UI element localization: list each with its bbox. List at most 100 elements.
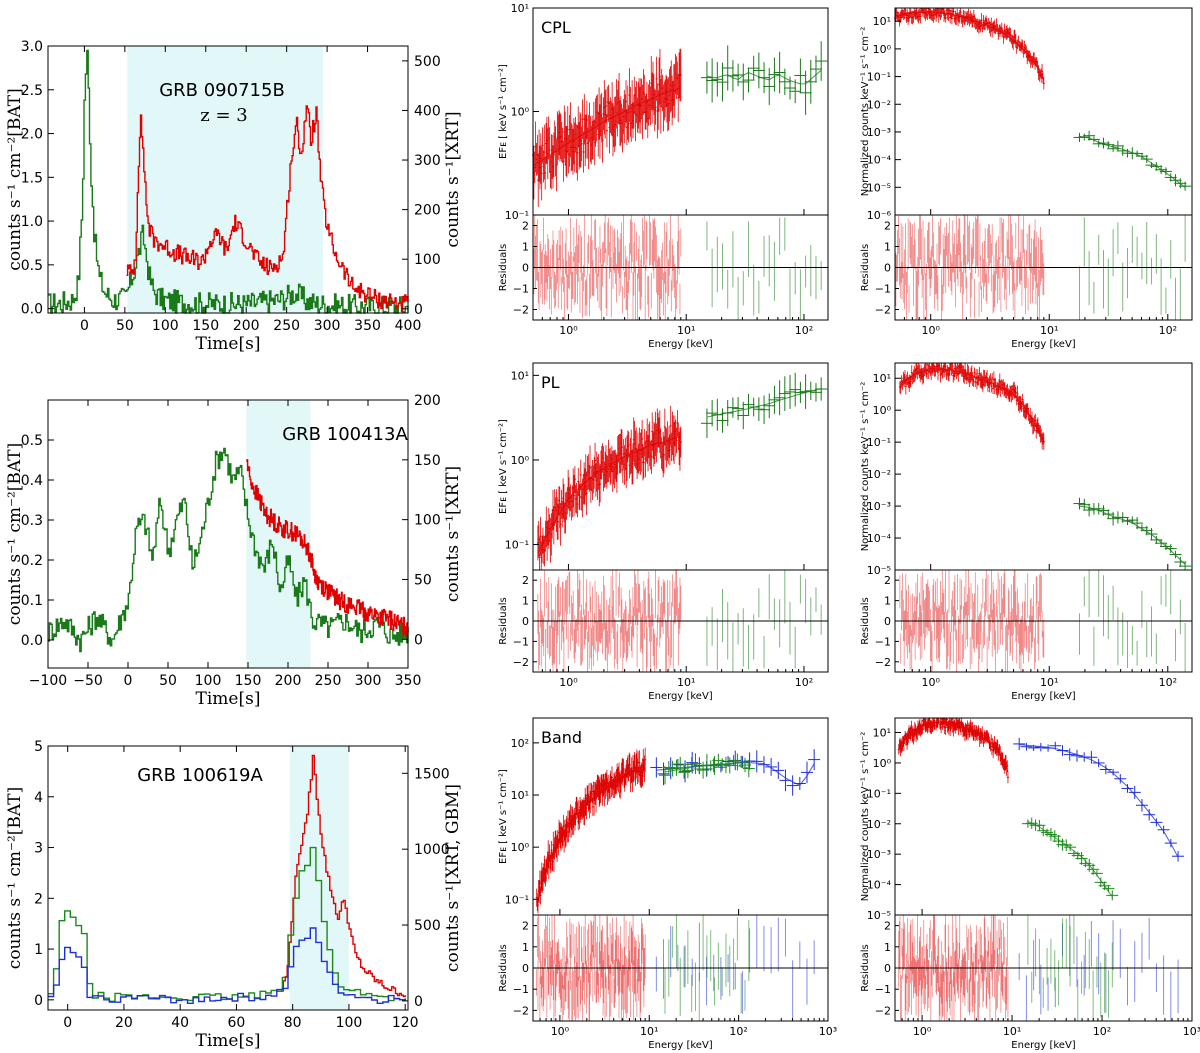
model-line (706, 388, 822, 418)
y-tick-label: 10⁻² (867, 468, 891, 481)
residual-tick-label: 1 (884, 241, 891, 254)
x-axis-label: Energy [keV] (648, 1040, 713, 1051)
residual-tick-label: −1 (513, 283, 529, 296)
residual-tick-label: 2 (884, 920, 891, 933)
y-tick-label-left: 0.0 (21, 302, 43, 318)
x-tick-label: 120 (392, 1015, 419, 1031)
y-tick-label-right: 50 (414, 572, 432, 588)
residual-tick-label: 0 (884, 615, 891, 628)
x-tick-label: 250 (273, 318, 300, 334)
y-tick-label-left: 0.3 (21, 513, 43, 529)
x-tick-label: 100 (336, 1015, 363, 1031)
residual-tick-label: −1 (875, 983, 891, 996)
series-bat (700, 41, 828, 320)
x-tick-label: 10¹ (1003, 1025, 1021, 1038)
y-tick-label-left: 3.0 (21, 39, 43, 55)
x-tick-label: 300 (314, 318, 341, 334)
y-tick-label-left: 1 (34, 942, 43, 958)
series-xrt (897, 717, 1009, 1021)
x-tick-label: 150 (192, 318, 219, 334)
x-tick-label: 10² (729, 1025, 747, 1038)
y-axis-label-right: counts s⁻¹[XRT, GBM] (443, 784, 463, 972)
residual-tick-label: −2 (513, 656, 529, 669)
y-tick-label: 10⁻⁴ (867, 154, 892, 167)
y-tick-label-right: 500 (414, 918, 441, 934)
spectrum-pl-counts: 10⁰ 10¹ 10² 10⁻⁵ 10⁻⁴ 10⁻³ 10⁻² 10⁻¹ 10⁰ 10¹ 2 1 0 −1… (860, 362, 1193, 702)
grb-name-label: GRB 100619A (137, 765, 263, 786)
x-tick-label: 10⁰ (559, 676, 578, 689)
x-tick-label: 0 (63, 1015, 72, 1031)
y-axis-label-left: counts s⁻¹ cm⁻²[BAT] (5, 443, 25, 625)
lightcurve-grb-090715b: 0 50 100 150 200 250 300 350 400 0.0 0.5 1.0 1.5 2.0 2… (5, 39, 463, 354)
residual-tick-label: −1 (513, 983, 529, 996)
y-tick-label: 10⁻⁵ (867, 564, 891, 577)
residual-tick-label: −1 (513, 635, 529, 648)
x-axis-label: Energy [keV] (648, 691, 713, 702)
y-tick-label: 10⁻² (867, 98, 891, 111)
series-bat (48, 927, 406, 1004)
y-tick-label-right: 0 (414, 994, 423, 1010)
y-tick-label-left: 0.2 (21, 553, 43, 569)
x-tick-label: 80 (284, 1015, 302, 1031)
x-tick-label: 10¹ (640, 1025, 658, 1038)
y-tick-label-left: 4 (34, 790, 43, 806)
x-tick-label: 250 (315, 673, 342, 689)
series-bat (700, 372, 828, 672)
y-tick-label: 10² (511, 737, 529, 750)
y-axis-label-left: counts s⁻¹ cm⁻²[BAT] (5, 88, 25, 270)
y-tick-label-right: 200 (414, 203, 441, 219)
x-tick-label: 150 (235, 673, 262, 689)
y-axis-label: EFᴇ [ keV s⁻¹ cm⁻²] (498, 64, 509, 159)
y-tick-label: 10⁻³ (867, 500, 891, 513)
model-line (537, 435, 681, 553)
y-tick-label-right: 1500 (414, 766, 450, 782)
y-tick-label: 10¹ (511, 2, 529, 15)
residual-axis-label: Residuals (860, 597, 871, 644)
series-gbm (48, 846, 406, 1002)
y-tick-label-left: 2.5 (21, 83, 43, 99)
x-tick-label: 10² (1159, 324, 1177, 337)
residual-tick-label: 0 (522, 615, 529, 628)
spectrum-band-counts: 10⁰ 10¹ 10² 10³ 10⁻⁵ 10⁻⁴ 10⁻³ 10⁻² 10⁻¹ 10⁰ 10¹ 2 1… (860, 717, 1200, 1051)
y-tick-label-right: 300 (414, 153, 441, 169)
y-tick-label: 10⁻⁶ (867, 209, 892, 222)
y-tick-label: 10⁻¹ (867, 787, 891, 800)
x-axis-label: Time[s] (196, 334, 261, 354)
y-tick-label-right: 1000 (414, 842, 450, 858)
series-bat (1021, 817, 1119, 1021)
x-tick-label: 50 (116, 318, 134, 334)
y-tick-label: 10⁰ (511, 841, 530, 854)
residual-tick-label: 2 (884, 220, 891, 233)
y-tick-label-left: 3 (34, 841, 43, 857)
model-line (898, 721, 1009, 773)
y-axis-label-right: counts s⁻¹[XRT] (443, 111, 463, 247)
plot-frame (47, 399, 409, 669)
residual-tick-label: 0 (884, 262, 891, 275)
residual-axis-label: Residuals (498, 944, 509, 991)
x-tick-label: 200 (233, 318, 260, 334)
residual-tick-label: 2 (522, 574, 529, 587)
x-tick-label: 0 (80, 318, 89, 334)
residual-axis-label: Residuals (498, 597, 509, 644)
series-xrt (532, 48, 682, 320)
residual-axis-label: Residuals (498, 244, 509, 291)
spectrum-band-efe: 10⁰ 10¹ 10² 10³ 10⁻¹ 10⁰ 10¹ 10² 2 1 0 −1 −2 Energy [… (498, 717, 837, 1051)
x-tick-label: 10⁰ (559, 324, 578, 337)
y-tick-label: 10⁻⁵ (867, 181, 891, 194)
model-label: PL (541, 373, 560, 392)
series-xrt (898, 363, 1045, 672)
x-tick-label: 50 (159, 673, 177, 689)
spectrum-frame (894, 362, 1193, 571)
x-tick-label: 10³ (819, 1025, 837, 1038)
model-line (1079, 135, 1186, 188)
x-tick-label: 10² (1093, 1025, 1111, 1038)
spectrum-frame (894, 7, 1193, 216)
y-tick-label: 10¹ (511, 789, 529, 802)
residual-tick-label: −2 (875, 656, 891, 669)
x-axis-label: Energy [keV] (1011, 339, 1076, 350)
y-tick-label-left: 0.4 (21, 473, 43, 489)
x-axis-label: Energy [keV] (1011, 691, 1076, 702)
y-tick-label-left: 0.0 (21, 633, 43, 649)
x-tick-label: 10² (1159, 676, 1177, 689)
y-tick-label: 10¹ (873, 727, 891, 740)
